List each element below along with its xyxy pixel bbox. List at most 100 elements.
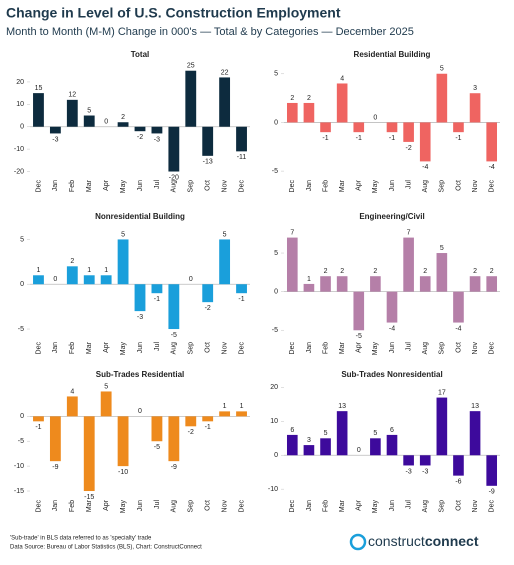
x-tick-label: Dec: [35, 180, 42, 193]
value-label: -1: [205, 424, 211, 431]
y-tick-label: 20: [270, 384, 278, 391]
x-tick-label: Sep: [188, 500, 195, 513]
brand-logo: constructconnect: [368, 533, 479, 549]
footnote: 'Sub-trade' in BLS data referred to as '…: [10, 536, 152, 542]
bar: [320, 438, 331, 456]
value-label: -1: [455, 135, 461, 142]
panel-title: Engineering/Civil: [359, 212, 424, 221]
bar: [336, 411, 348, 456]
x-tick-label: Jan: [306, 342, 313, 353]
x-tick-label: Oct: [205, 180, 212, 191]
bar: [134, 284, 146, 312]
bar: [33, 93, 44, 127]
y-tick-label: -5: [272, 327, 278, 334]
bar: [419, 455, 431, 466]
bar: [469, 276, 481, 292]
x-tick-label: Feb: [322, 342, 329, 354]
x-tick-label: Feb: [69, 180, 76, 192]
value-label: 5: [223, 231, 227, 238]
value-label: -2: [405, 145, 411, 152]
bar: [486, 122, 498, 162]
value-label: -5: [154, 444, 160, 451]
bar: [336, 83, 348, 123]
bar: [403, 455, 414, 466]
y-tick-label: 0: [274, 288, 278, 295]
value-label: -9: [489, 489, 495, 496]
bar: [202, 284, 214, 303]
brand-part: construct: [368, 533, 425, 549]
y-tick-label: -15: [14, 488, 24, 495]
x-tick-label: Oct: [205, 500, 212, 511]
value-label: -1: [238, 296, 244, 303]
value-label: 5: [373, 430, 377, 437]
bar: [151, 284, 163, 294]
bar: [83, 275, 95, 285]
value-label: -2: [188, 429, 194, 436]
y-tick-label: 5: [20, 236, 24, 243]
value-label: -3: [405, 468, 411, 475]
value-label: 2: [290, 95, 294, 102]
bar: [117, 239, 129, 285]
bar: [185, 416, 197, 427]
value-label: 5: [324, 430, 328, 437]
bar: [219, 239, 231, 285]
value-label: 2: [324, 268, 328, 275]
bar: [320, 122, 331, 133]
bar: [353, 291, 365, 331]
value-label: 2: [70, 258, 74, 265]
value-label: 4: [70, 388, 74, 395]
x-tick-label: Aug: [422, 342, 429, 355]
value-label: -2: [205, 305, 211, 312]
value-label: -1: [356, 135, 362, 142]
x-tick-label: Jan: [306, 500, 313, 511]
value-label: 2: [490, 268, 494, 275]
value-label: 1: [87, 267, 91, 274]
x-tick-label: Aug: [171, 180, 178, 193]
value-label: -4: [489, 164, 495, 171]
y-tick-label: 5: [274, 250, 278, 257]
x-tick-label: Jun: [137, 180, 144, 191]
x-tick-label: Dec: [238, 180, 245, 193]
x-tick-label: Nov: [221, 342, 228, 355]
value-label: -3: [422, 468, 428, 475]
value-label: -1: [154, 296, 160, 303]
bar: [168, 126, 180, 172]
x-tick-label: Mar: [339, 179, 346, 192]
x-tick-label: Aug: [422, 500, 429, 513]
value-label: 3: [473, 85, 477, 92]
value-label: 6: [290, 427, 294, 434]
x-tick-label: Oct: [455, 500, 462, 511]
value-label: 5: [104, 383, 108, 390]
x-tick-label: Dec: [238, 342, 245, 355]
panel-title: Total: [131, 50, 150, 59]
value-label: 1: [223, 403, 227, 410]
x-tick-label: Dec: [35, 500, 42, 513]
value-label: -5: [171, 332, 177, 339]
bar: [286, 434, 298, 456]
bar: [83, 416, 95, 492]
bar: [168, 416, 180, 462]
value-label: -9: [52, 464, 58, 471]
bar: [151, 416, 163, 442]
bar: [336, 276, 348, 292]
bar: [66, 396, 78, 417]
bar: [117, 122, 129, 127]
bar: [370, 438, 381, 456]
x-tick-label: Aug: [171, 342, 178, 355]
x-tick-label: Dec: [289, 180, 296, 193]
value-label: 0: [104, 119, 108, 126]
x-tick-label: Feb: [69, 500, 76, 512]
bar: [66, 266, 78, 285]
bar: [49, 416, 61, 462]
value-label: 12: [68, 92, 76, 99]
value-label: -6: [455, 478, 461, 485]
bar: [236, 411, 247, 417]
bar: [185, 70, 197, 127]
bar: [236, 126, 247, 152]
x-tick-label: Nov: [221, 500, 228, 513]
x-tick-label: Apr: [356, 179, 363, 191]
x-tick-label: Jul: [405, 180, 412, 189]
bar: [303, 445, 315, 456]
value-label: 7: [290, 229, 294, 236]
value-label: -4: [455, 325, 461, 332]
